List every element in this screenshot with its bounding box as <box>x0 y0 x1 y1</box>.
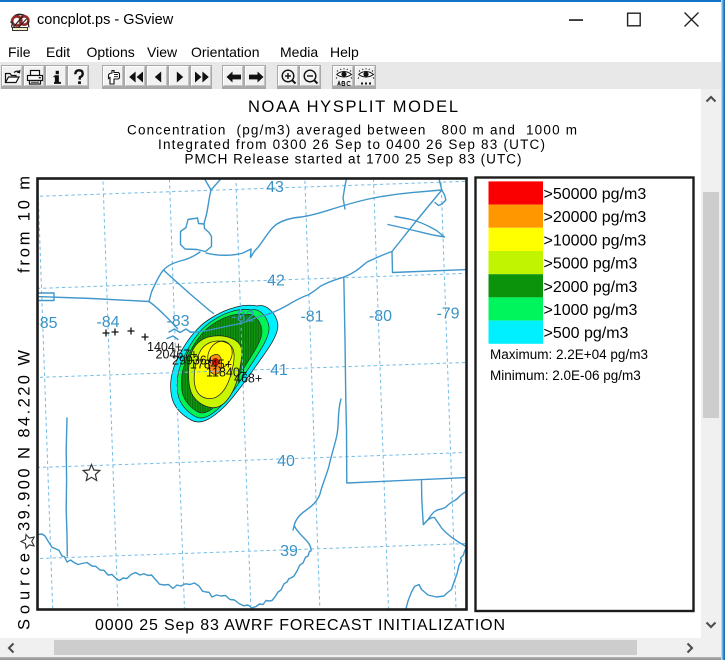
svg-text:43: 43 <box>266 179 284 196</box>
svg-text:11840+: 11840+ <box>206 366 247 380</box>
svg-text:>5000 pg/m3: >5000 pg/m3 <box>544 256 638 273</box>
svg-text:NOAA HYSPLIT MODEL: NOAA HYSPLIT MODEL <box>248 98 458 116</box>
svg-text:-83: -83 <box>166 313 189 330</box>
svg-text:>20000 pg/m3: >20000 pg/m3 <box>544 209 647 226</box>
svg-text:41: 41 <box>270 362 288 379</box>
svg-text:>10000 pg/m3: >10000 pg/m3 <box>544 232 647 249</box>
svg-text:Maximum: 2.2E+04 pg/m3: Maximum: 2.2E+04 pg/m3 <box>490 347 648 362</box>
svg-text:Minimum: 2.0E-06 pg/m3: Minimum: 2.0E-06 pg/m3 <box>490 368 641 383</box>
svg-text:>2000 pg/m3: >2000 pg/m3 <box>544 279 638 296</box>
svg-text:-82: -82 <box>231 309 254 326</box>
svg-text:Integrated from 0300 26 Sep to: Integrated from 0300 26 Sep to 0400 26 S… <box>158 137 545 152</box>
svg-text:Source: Source <box>16 553 34 630</box>
svg-text:0000 25 Sep 83 AWRF FORECAST I: 0000 25 Sep 83 AWRF FORECAST INITIALIZAT… <box>95 617 505 634</box>
svg-text:PMCH Release started at 1700 2: PMCH Release started at 1700 25 Sep 83 (… <box>185 152 522 167</box>
svg-text:39.900 N 84.220 W: 39.900 N 84.220 W <box>16 350 34 531</box>
svg-text:-81: -81 <box>300 309 323 326</box>
svg-text:42: 42 <box>267 273 285 290</box>
svg-text:Concentration (pg/m3) average: Concentration (pg/m3) averaged between 8… <box>127 123 577 138</box>
svg-text:-80: -80 <box>369 308 392 325</box>
svg-text:40: 40 <box>277 453 295 470</box>
svg-text:20467+: 20467+ <box>156 348 198 362</box>
svg-text:29936+: 29936+ <box>172 354 214 368</box>
svg-text:-79: -79 <box>436 306 459 323</box>
svg-text:>1000 pg/m3: >1000 pg/m3 <box>544 302 638 319</box>
svg-text:-84: -84 <box>96 314 119 331</box>
svg-text:-85: -85 <box>34 315 57 332</box>
svg-text:39: 39 <box>280 543 298 560</box>
svg-text:468+: 468+ <box>234 372 262 386</box>
svg-text:1404+: 1404+ <box>147 340 182 354</box>
svg-text:from 10 m: from 10 m <box>16 176 34 273</box>
svg-text:>50000 pg/m3: >50000 pg/m3 <box>544 186 647 203</box>
svg-text:17845+: 17845+ <box>190 358 232 372</box>
svg-text:>500 pg/m3: >500 pg/m3 <box>544 325 629 342</box>
